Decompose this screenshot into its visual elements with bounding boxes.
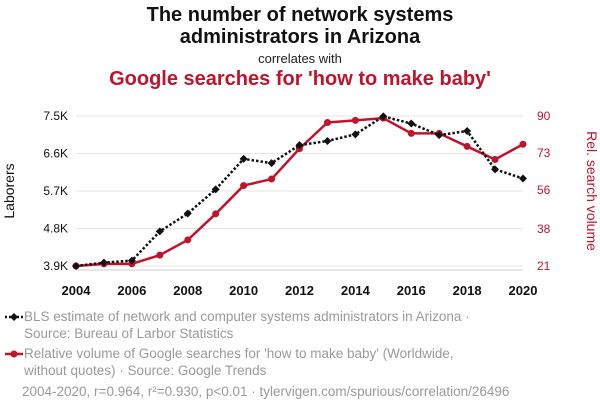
chart-title-line1: The number of network systems bbox=[146, 4, 454, 26]
right-tick-label: 38 bbox=[537, 222, 551, 236]
right-tick-label: 56 bbox=[537, 183, 551, 197]
chart-title-line2: administrators in Arizona bbox=[179, 26, 421, 48]
series1-point bbox=[379, 112, 388, 121]
series1-point bbox=[127, 256, 136, 265]
left-tick-label: 7.5K bbox=[43, 109, 68, 123]
x-tick-label: 2008 bbox=[173, 283, 202, 298]
x-tick-label: 2014 bbox=[341, 283, 371, 298]
x-tick-label: 2010 bbox=[229, 283, 258, 298]
series1-point bbox=[351, 130, 360, 139]
legend-label-series2: Relative volume of Google searches for '… bbox=[24, 346, 454, 361]
left-axis-title: Laborers bbox=[1, 163, 17, 218]
series2-point bbox=[184, 236, 192, 244]
left-tick-label: 3.9K bbox=[43, 259, 68, 273]
legend-source-series2: without quotes) · Source: Google Trends bbox=[24, 363, 267, 378]
series1-point bbox=[435, 131, 444, 140]
x-tick-label: 2016 bbox=[397, 283, 426, 298]
series1-point bbox=[211, 185, 220, 194]
series2-point bbox=[268, 175, 276, 183]
series1-point bbox=[463, 127, 472, 135]
left-tick-label: 5.7K bbox=[43, 184, 68, 198]
series2-point bbox=[212, 210, 220, 218]
series1-point bbox=[239, 154, 248, 163]
series1-point bbox=[323, 137, 332, 145]
series1-point bbox=[407, 119, 416, 128]
series1-point bbox=[155, 227, 164, 236]
x-tick-label: 2006 bbox=[117, 283, 146, 298]
x-tick-label: 2018 bbox=[453, 283, 482, 298]
series2-point bbox=[156, 251, 164, 259]
x-tick-label: 2012 bbox=[285, 283, 314, 298]
legend-swatch-series2 bbox=[5, 350, 23, 358]
series2-point bbox=[240, 182, 248, 190]
right-tick-label: 90 bbox=[537, 109, 551, 123]
series1-point bbox=[72, 262, 80, 270]
series1-point bbox=[491, 165, 500, 174]
stats-footer: 2004-2020, r=0.964, r²=0.930, p<0.01 · t… bbox=[22, 384, 510, 399]
series2-point bbox=[407, 129, 415, 137]
x-tick-label: 2004 bbox=[62, 283, 92, 298]
series2-point bbox=[351, 116, 359, 124]
legend-label-series1: BLS estimate of network and computer sys… bbox=[24, 309, 470, 324]
series2-point bbox=[323, 119, 331, 127]
series1-point bbox=[183, 209, 192, 218]
series2-point bbox=[463, 142, 471, 150]
series2-point bbox=[491, 155, 499, 163]
right-tick-label: 21 bbox=[537, 259, 551, 273]
series2-line bbox=[75, 116, 524, 268]
left-tick-label: 4.8K bbox=[43, 222, 68, 236]
series1-line bbox=[75, 115, 524, 268]
right-tick-label: 73 bbox=[537, 146, 551, 160]
series1-point bbox=[267, 159, 276, 168]
legend-source-series1: Source: Bureau of Larbor Statistics bbox=[24, 326, 234, 341]
legend-swatch-series1 bbox=[5, 313, 23, 321]
correlates-with-label: correlates with bbox=[258, 51, 342, 66]
chart-title-secondary: Google searches for 'how to make baby' bbox=[109, 68, 491, 90]
left-tick-label: 6.6K bbox=[43, 147, 68, 161]
series1-point bbox=[519, 174, 527, 183]
series1-point bbox=[295, 141, 304, 150]
series2-point bbox=[519, 140, 527, 148]
right-axis-title: Rel. search volume bbox=[584, 131, 600, 251]
series1-point bbox=[99, 258, 108, 267]
x-tick-label: 2020 bbox=[509, 283, 538, 298]
